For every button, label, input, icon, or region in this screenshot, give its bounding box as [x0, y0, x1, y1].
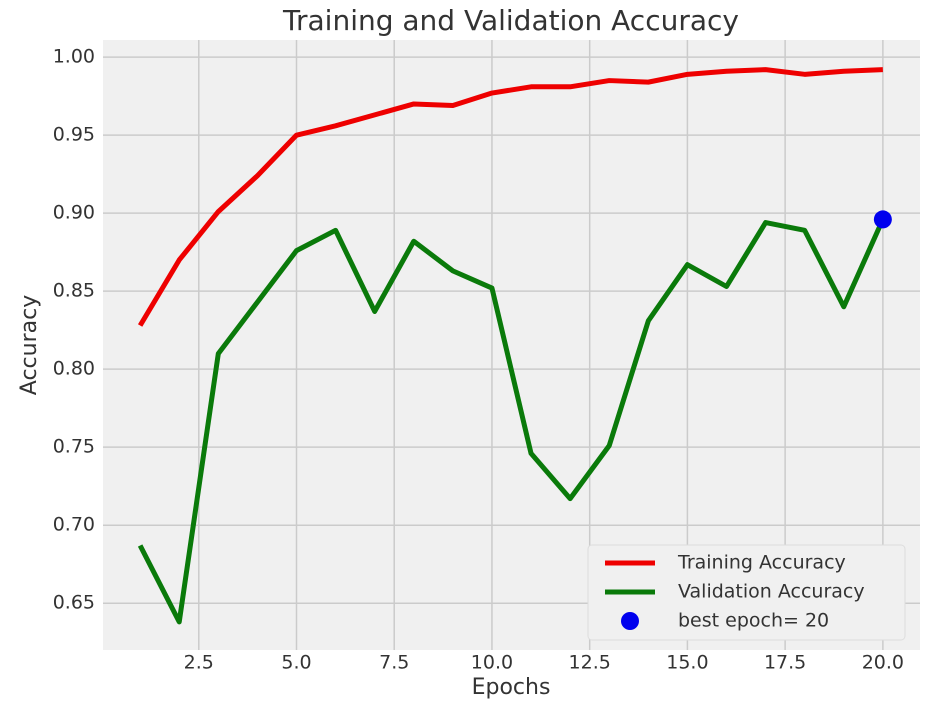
x-tick-label: 12.5: [569, 652, 611, 674]
legend-label: Training Accuracy: [677, 552, 846, 574]
y-tick-label: 0.95: [53, 124, 95, 146]
y-tick-label: 0.80: [53, 358, 95, 380]
y-tick-label: 1.00: [53, 46, 95, 68]
legend-label: Validation Accuracy: [678, 581, 865, 603]
data-point: [873, 210, 892, 229]
y-tick-label: 0.65: [53, 592, 95, 614]
legend-marker: [621, 612, 639, 630]
x-tick-label: 20.0: [862, 652, 904, 674]
chart-title: Training and Validation Accuracy: [282, 4, 739, 37]
data-line: [137, 218, 886, 625]
y-tick-label: 0.70: [53, 514, 95, 536]
x-axis-label: Epochs: [472, 675, 551, 700]
x-tick-label: 2.5: [184, 652, 214, 674]
y-axis-label: Accuracy: [17, 295, 42, 395]
x-tick-label: 7.5: [379, 652, 409, 674]
x-tick-label: 15.0: [666, 652, 708, 674]
y-tick-label: 0.85: [53, 280, 95, 302]
legend-box: [587, 544, 906, 641]
x-tick-label: 10.0: [471, 652, 513, 674]
y-tick-label: 0.90: [53, 202, 95, 224]
data-line: [137, 67, 883, 327]
y-tick-label: 0.75: [53, 436, 95, 458]
legend-label: best epoch= 20: [678, 610, 829, 632]
x-tick-label: 5.0: [281, 652, 311, 674]
x-tick-label: 17.5: [764, 652, 806, 674]
